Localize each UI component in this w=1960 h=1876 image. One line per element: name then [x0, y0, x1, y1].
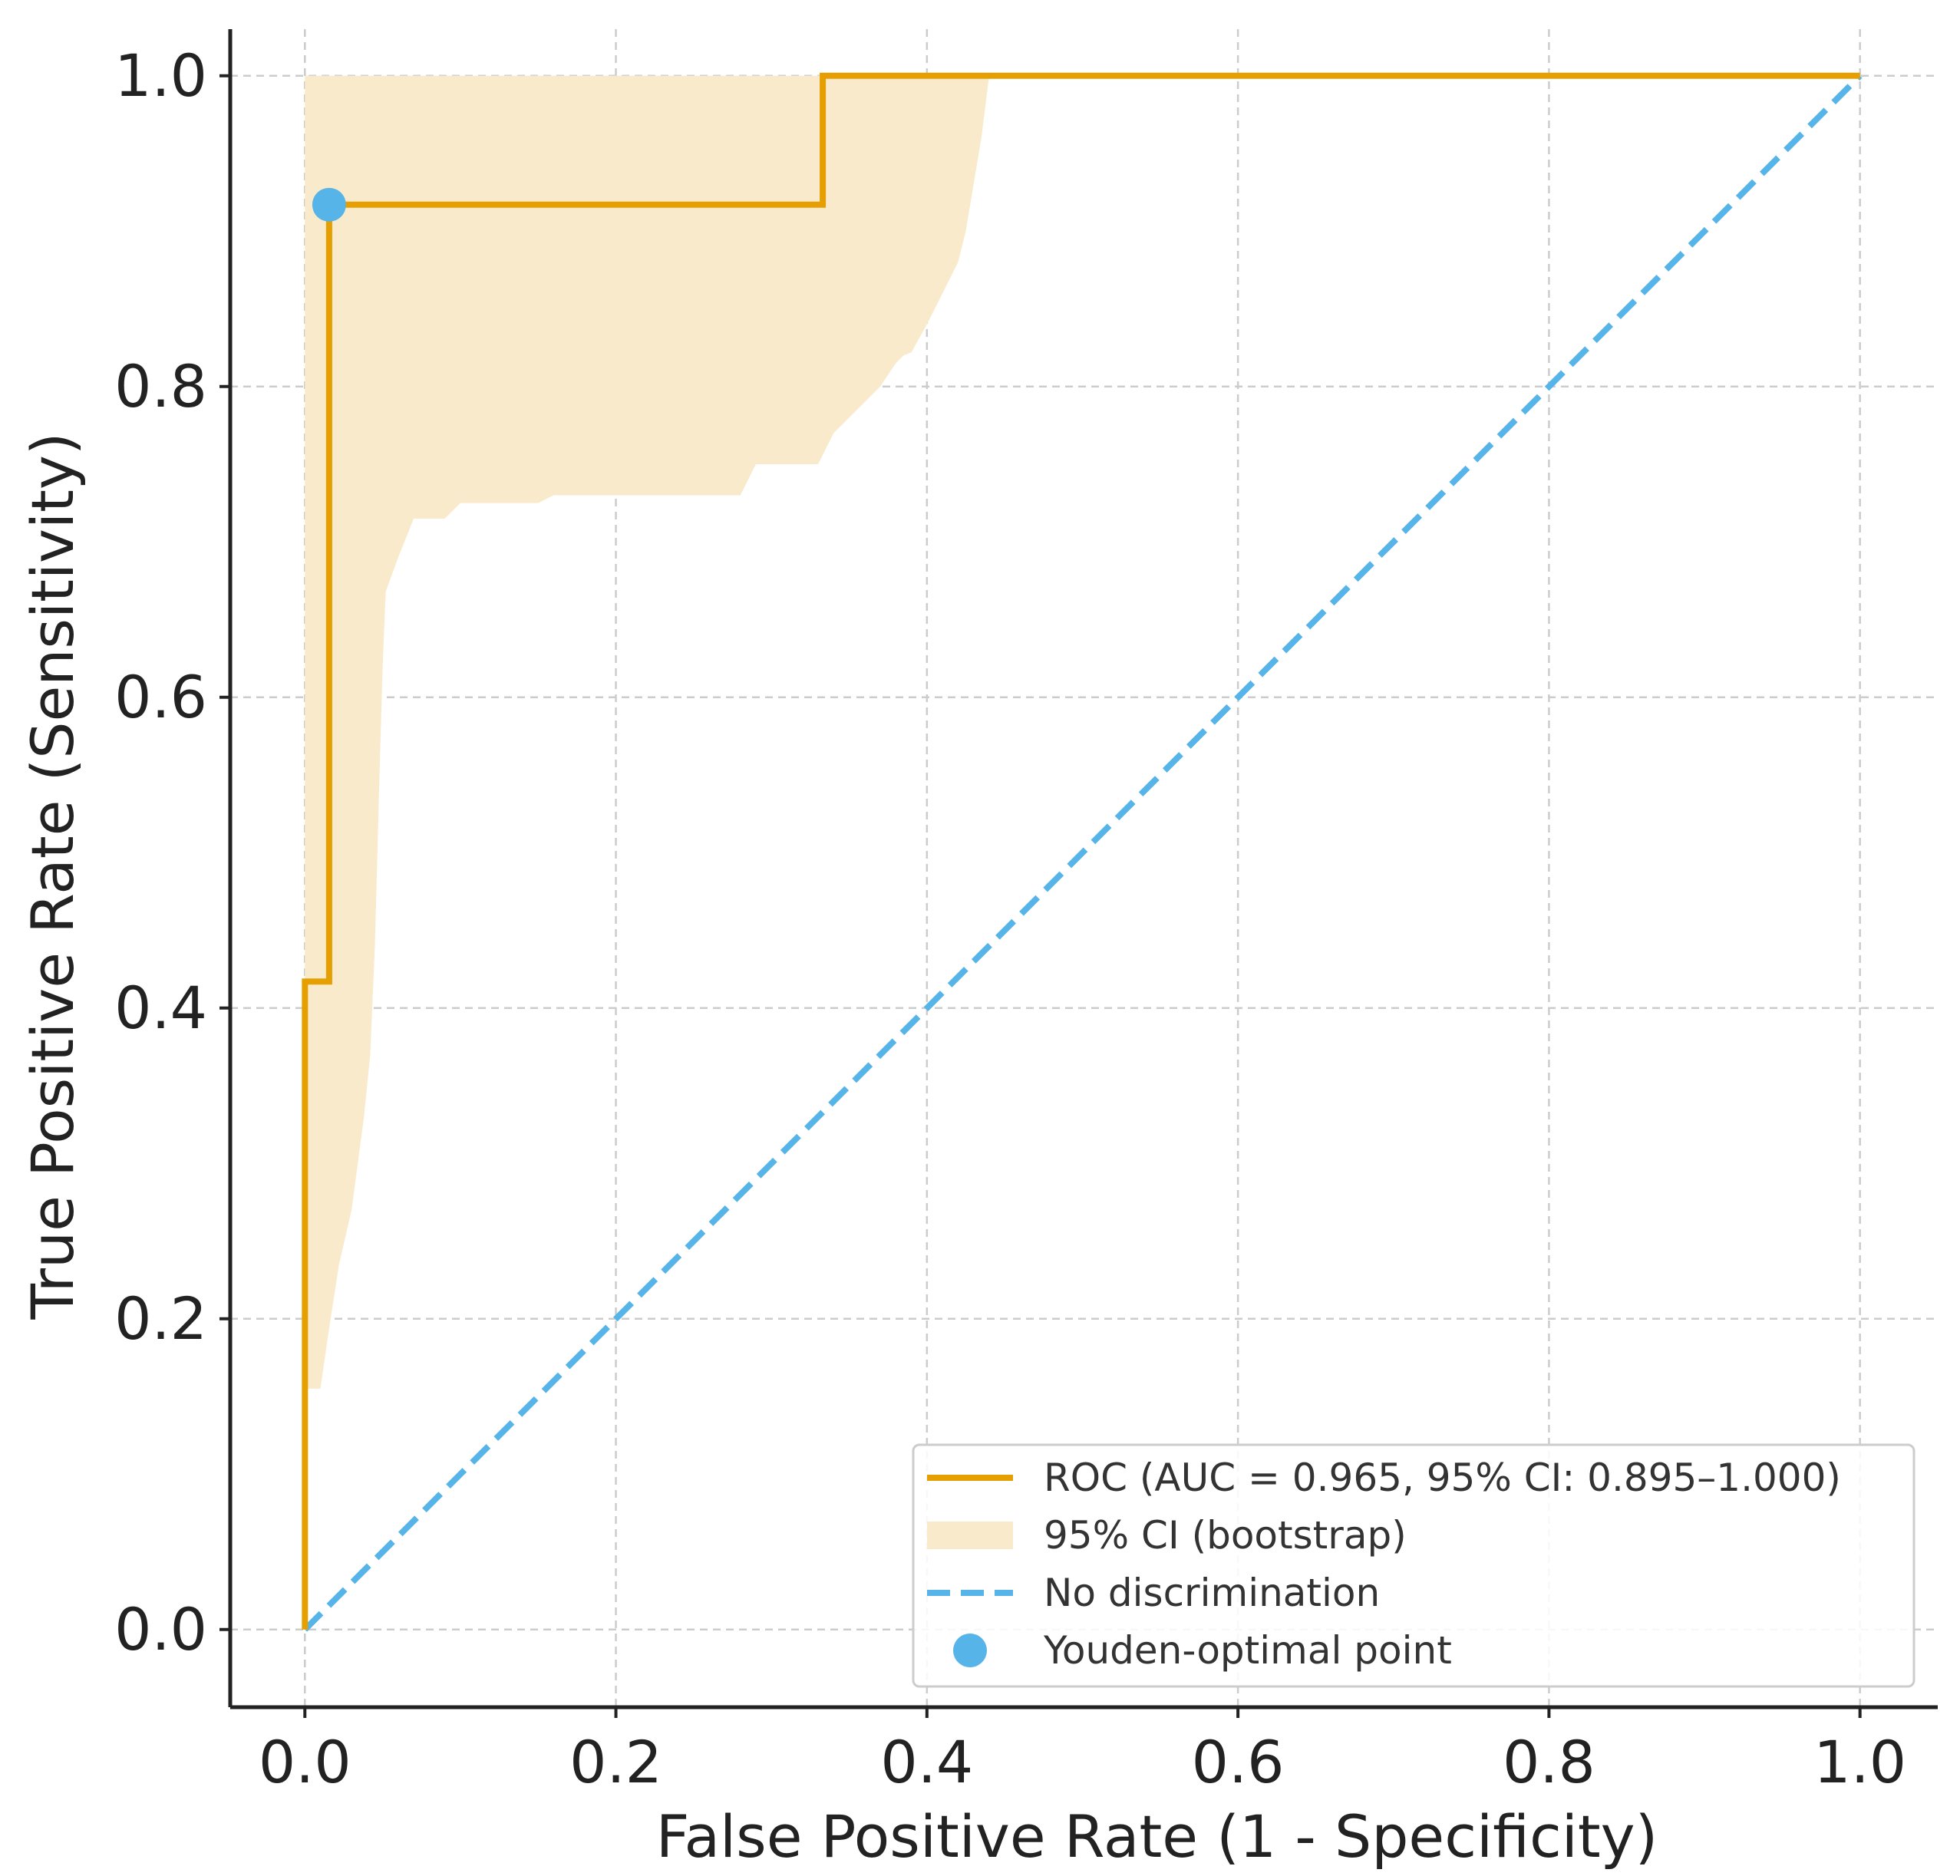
series-layer [302, 72, 1863, 1632]
no-discrimination-line [302, 73, 1863, 1632]
legend-ci-handle [927, 1522, 1013, 1549]
legend-label: Youden-optimal point [1043, 1628, 1452, 1673]
y-tick-label: 0.0 [114, 1595, 207, 1663]
x-tick-label: 0.0 [259, 1728, 351, 1796]
x-tick-label: 0.4 [880, 1728, 973, 1796]
y-tick-label: 1.0 [114, 41, 207, 110]
x-tick-label: 0.8 [1503, 1728, 1595, 1796]
ticks: 0.0 0.2 0.4 0.6 0.8 1.0 0.0 0.2 0.4 0.6 0.8 1.0 [114, 41, 1906, 1796]
legend-label: 95% CI (bootstrap) [1044, 1513, 1407, 1558]
x-tick-label: 0.2 [569, 1728, 662, 1796]
legend: ROC (AUC = 0.965, 95% CI: 0.895–1.000) 95… [912, 1443, 1915, 1688]
legend-label: No discrimination [1044, 1571, 1380, 1615]
y-tick-label: 0.4 [114, 974, 207, 1042]
legend-label: ROC (AUC = 0.965, 95% CI: 0.895–1.000) [1044, 1456, 1841, 1500]
x-tick-label: 0.6 [1192, 1728, 1285, 1796]
axes [228, 29, 1938, 1710]
youden-point-marker [312, 187, 346, 222]
legend-youden-handle [953, 1634, 987, 1667]
ci-band-layer [305, 75, 989, 1389]
y-tick-label: 0.6 [114, 663, 207, 731]
y-tick-label: 0.8 [114, 352, 207, 420]
x-axis-title: False Positive Rate (1 - Specificity) [656, 1802, 1658, 1871]
legend-box [912, 1443, 1915, 1688]
x-tick-label: 1.0 [1813, 1728, 1906, 1796]
ci-band [305, 75, 989, 1389]
y-tick-label: 0.2 [114, 1284, 207, 1353]
y-axis-title: True Positive Rate (Sensitivity) [18, 432, 87, 1320]
